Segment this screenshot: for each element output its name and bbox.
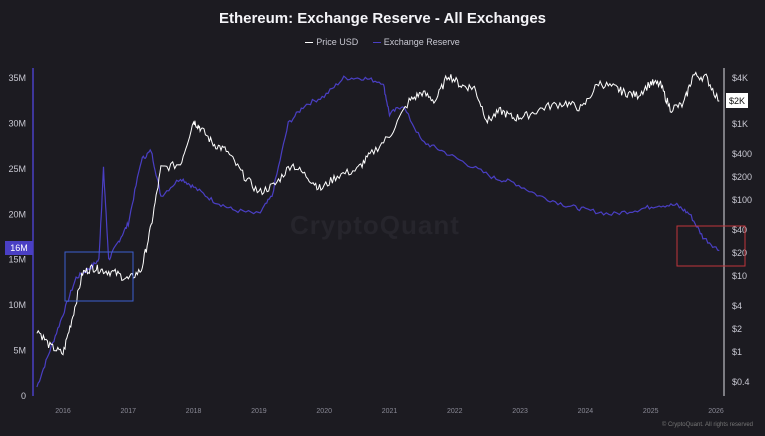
legend-reserve[interactable]: Exchange Reserve bbox=[372, 37, 460, 47]
watermark: CryptoQuant bbox=[290, 210, 460, 240]
legend-price-swatch bbox=[305, 42, 314, 44]
legend-price[interactable]: Price USD bbox=[305, 37, 358, 47]
x-tick-label: 2022 bbox=[447, 408, 463, 415]
x-tick-label: 2016 bbox=[55, 408, 71, 415]
left-tick-label: 15M bbox=[8, 255, 26, 265]
x-tick-label: 2021 bbox=[382, 408, 398, 415]
right-tick-label: $20 bbox=[732, 248, 747, 258]
highlight-box-2016 bbox=[64, 251, 134, 302]
right-tick-label: $100 bbox=[732, 195, 752, 205]
current-price-label: $2K bbox=[729, 96, 745, 106]
x-tick-label: 2024 bbox=[578, 408, 594, 415]
left-tick-label: 20M bbox=[8, 209, 26, 219]
right-tick-label: $1K bbox=[732, 119, 748, 129]
right-tick-label: $0.4 bbox=[732, 377, 750, 387]
footer-copyright: © CryptoQuant. All rights reserved bbox=[661, 422, 753, 428]
right-tick-label: $10 bbox=[732, 271, 747, 281]
highlight-box-2026 bbox=[676, 225, 746, 267]
left-tick-label: 10M bbox=[8, 300, 26, 310]
right-tick-label: $4 bbox=[732, 301, 742, 311]
x-tick-label: 2019 bbox=[251, 408, 267, 415]
left-tick-label: 35M bbox=[8, 73, 26, 83]
current-price-badge bbox=[726, 93, 748, 108]
legend: Price USD Exchange Reserve bbox=[0, 37, 765, 47]
right-tick-label: $200 bbox=[732, 172, 752, 182]
right-tick-label: $4K bbox=[732, 73, 748, 83]
exchange-reserve-line bbox=[36, 75, 720, 388]
x-tick-label: 2017 bbox=[121, 408, 137, 415]
legend-reserve-swatch bbox=[372, 42, 381, 44]
x-tick-label: 2026 bbox=[708, 408, 724, 415]
current-reserve-badge bbox=[5, 241, 33, 255]
right-tick-label: $1 bbox=[732, 347, 742, 357]
legend-price-label: Price USD bbox=[316, 37, 359, 47]
x-tick-label: 2025 bbox=[643, 408, 659, 415]
left-tick-label: 0 bbox=[21, 391, 26, 401]
right-tick-label: $2 bbox=[732, 324, 742, 334]
right-tick-label: $400 bbox=[732, 149, 752, 159]
left-tick-label: 30M bbox=[8, 118, 26, 128]
left-tick-label: 25M bbox=[8, 164, 26, 174]
current-reserve-label: 16M bbox=[10, 243, 28, 253]
x-tick-label: 2018 bbox=[186, 408, 202, 415]
chart-title: Ethereum: Exchange Reserve - All Exchang… bbox=[218, 10, 547, 27]
x-tick-label: 2023 bbox=[512, 408, 528, 415]
left-tick-label: 5M bbox=[13, 346, 26, 356]
right-tick-label: $40 bbox=[732, 225, 747, 235]
legend-reserve-label: Exchange Reserve bbox=[383, 37, 460, 47]
x-tick-label: 2020 bbox=[316, 408, 332, 415]
